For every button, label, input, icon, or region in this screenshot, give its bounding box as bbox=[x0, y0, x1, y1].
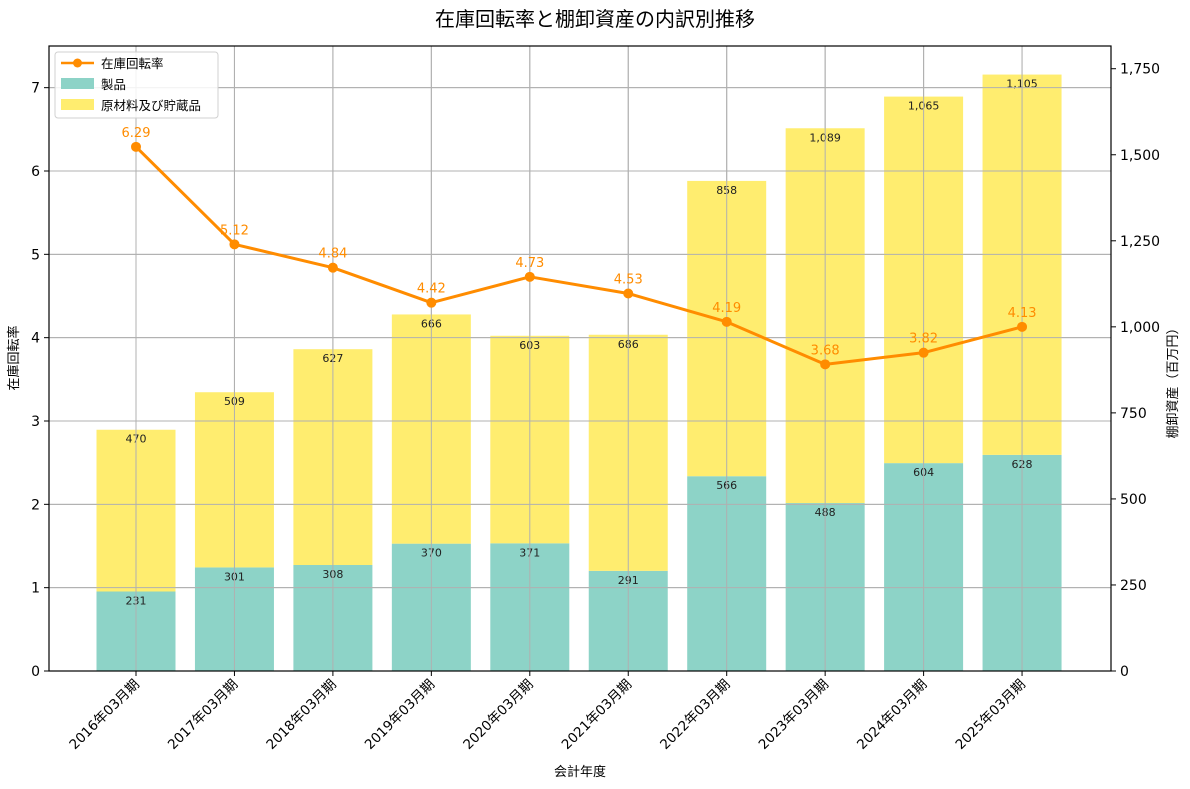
x-axis-label: 会計年度 bbox=[554, 764, 606, 780]
left-tick-label: 6 bbox=[31, 164, 40, 180]
right-tick-label: 1,000 bbox=[1120, 320, 1160, 336]
line-marker bbox=[1017, 321, 1028, 332]
right-tick-label: 750 bbox=[1120, 406, 1147, 422]
x-tick-label: 2020年03月期 bbox=[460, 677, 536, 753]
x-tick-label: 2022年03月期 bbox=[657, 677, 733, 753]
turnover-line: 6.29 5.12 4.84 4.42 4.73 4.53 4.19 3.68 3.82 4.13 bbox=[122, 126, 1037, 370]
x-tick-label: 2025年03月期 bbox=[952, 677, 1028, 753]
line-marker bbox=[131, 141, 141, 152]
x-tick-label: 2023年03月期 bbox=[756, 677, 832, 753]
line-value-label: 4.73 bbox=[515, 256, 544, 271]
plot-frame bbox=[48, 45, 1112, 672]
x-tick-label: 2016年03月期 bbox=[66, 677, 142, 753]
line-marker bbox=[426, 297, 437, 308]
x-tick-label: 2024年03月期 bbox=[854, 677, 930, 753]
left-tick-label: 2 bbox=[31, 497, 40, 513]
line-marker bbox=[229, 239, 240, 250]
legend-swatch-products bbox=[61, 78, 94, 89]
chart-title: 在庫回転率と棚卸資産の内訳別推移 bbox=[435, 7, 755, 31]
y-axis-left-label: 在庫回転率 bbox=[6, 325, 22, 390]
left-y-axis: 0 1 2 3 4 5 6 7 bbox=[31, 81, 49, 680]
line-value-label: 3.82 bbox=[909, 332, 938, 347]
line-value-label: 6.29 bbox=[122, 126, 151, 141]
right-tick-label: 1,750 bbox=[1120, 62, 1160, 78]
y-axis-right-label: 棚卸資産（百万円） bbox=[1165, 321, 1181, 438]
legend-label-products: 製品 bbox=[101, 77, 126, 92]
line-value-label: 4.19 bbox=[712, 301, 741, 316]
left-tick-label: 7 bbox=[31, 81, 40, 97]
right-tick-label: 250 bbox=[1120, 578, 1147, 594]
line-marker bbox=[623, 288, 634, 299]
x-tick-label: 2018年03月期 bbox=[263, 677, 339, 753]
x-axis: 2016年03月期 2017年03月期 2018年03月期 2019年03月期 2020… bbox=[66, 671, 1029, 753]
right-tick-label: 0 bbox=[1120, 664, 1129, 680]
line-path bbox=[134, 145, 1023, 366]
x-tick-label: 2021年03月期 bbox=[559, 677, 635, 753]
right-tick-label: 1,250 bbox=[1120, 234, 1160, 250]
left-tick-label: 3 bbox=[31, 414, 40, 430]
line-marker bbox=[721, 316, 732, 327]
right-tick-label: 500 bbox=[1120, 492, 1147, 508]
legend: 在庫回転率 製品 原材料及び貯蔵品 bbox=[54, 51, 219, 119]
legend-label-turnover: 在庫回転率 bbox=[101, 56, 164, 71]
line-value-label: 5.12 bbox=[220, 223, 249, 238]
line-marker bbox=[918, 347, 929, 358]
right-tick-label: 1,500 bbox=[1120, 148, 1160, 164]
line-marker bbox=[327, 262, 338, 273]
left-tick-label: 0 bbox=[31, 664, 40, 680]
line-marker bbox=[820, 359, 831, 370]
line-value-label: 4.53 bbox=[614, 273, 643, 288]
line-value-label: 4.42 bbox=[417, 282, 446, 297]
legend-line-marker bbox=[73, 58, 82, 68]
right-y-axis: 0 250 500 750 1,000 1,250 1,500 1,750 bbox=[1111, 62, 1160, 680]
line-value-label: 4.13 bbox=[1008, 306, 1037, 321]
left-tick-label: 5 bbox=[31, 247, 40, 263]
legend-box bbox=[54, 51, 219, 119]
legend-swatch-materials bbox=[61, 99, 94, 110]
line-marker bbox=[524, 271, 535, 282]
x-tick-label: 2017年03月期 bbox=[165, 677, 241, 753]
line-value-label: 4.84 bbox=[318, 247, 347, 262]
line-value-label: 3.68 bbox=[811, 343, 840, 358]
legend-label-materials: 原材料及び貯蔵品 bbox=[101, 98, 201, 113]
left-tick-label: 1 bbox=[31, 581, 40, 597]
x-tick-label: 2019年03月期 bbox=[362, 677, 438, 753]
left-tick-label: 4 bbox=[31, 331, 40, 347]
